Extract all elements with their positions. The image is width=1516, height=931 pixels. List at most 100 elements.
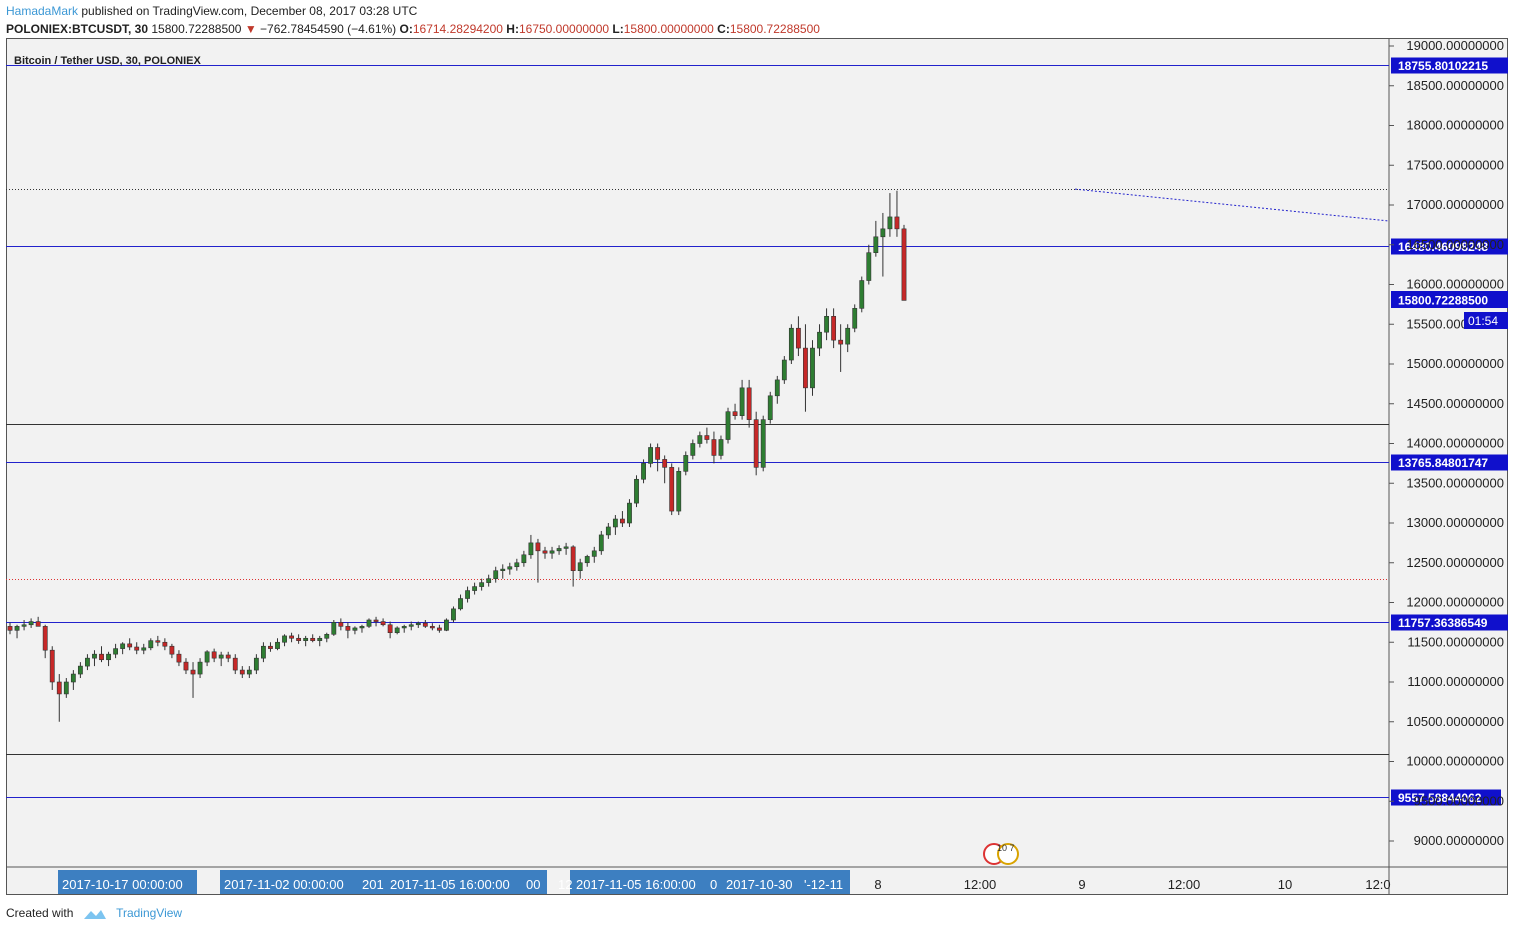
candle: [106, 651, 111, 667]
candle: [225, 651, 231, 663]
tradingview-link[interactable]: TradingView: [116, 906, 183, 920]
symbol-label[interactable]: POLONIEX:BTCUSDT, 30: [6, 22, 149, 36]
candle: [444, 618, 449, 632]
candle: [268, 642, 273, 652]
candle: [42, 624, 48, 659]
candle: [352, 626, 358, 635]
candle: [542, 546, 548, 559]
candle: [521, 550, 527, 567]
candles-group: [7, 190, 907, 722]
candle: [697, 431, 703, 448]
candle: [380, 618, 386, 627]
y-tick-label: 12500.00000000: [1406, 555, 1504, 570]
candle: [493, 566, 499, 583]
candle: [169, 643, 175, 659]
candle: [162, 638, 168, 651]
x-tick-label: 10: [1278, 877, 1292, 892]
candle: [92, 650, 97, 667]
candle: [85, 654, 90, 671]
candle: [7, 622, 13, 635]
candle: [232, 654, 238, 675]
range-label: 00: [526, 877, 540, 892]
candle: [788, 324, 794, 364]
svg-text:9557.58844062: 9557.58844062: [1398, 791, 1482, 805]
candle: [669, 463, 675, 516]
candle: [704, 427, 710, 444]
candle: [176, 650, 182, 667]
y-tick-label: 10000.00000000: [1406, 754, 1504, 769]
candle: [479, 578, 485, 591]
candle: [204, 650, 210, 667]
candle: [845, 324, 851, 353]
candle: [127, 638, 133, 651]
candle: [148, 638, 154, 651]
candle: [289, 632, 294, 643]
candle: [676, 467, 682, 516]
y-tick-label: 19000.00000000: [1406, 38, 1504, 53]
events-flag-icon[interactable]: 10 7: [983, 843, 1019, 865]
candle: [605, 523, 611, 539]
candle: [28, 618, 34, 628]
candle: [366, 618, 372, 628]
range-label: 2017-10-17 00:00:00: [62, 877, 183, 892]
y-tick-label: 15000.00000000: [1406, 356, 1504, 371]
candle: [246, 666, 252, 679]
close-value: 15800.72288500: [729, 22, 820, 36]
candle: [317, 635, 323, 647]
chart-title: Bitcoin / Tether USD, 30, POLONIEX: [14, 55, 201, 67]
candle: [458, 594, 463, 611]
svg-text:16480.46098248: 16480.46098248: [1398, 240, 1488, 254]
candle: [35, 616, 41, 627]
last-price-tag: 15800.72288500: [1391, 291, 1508, 308]
trendline-segment[interactable]: [1074, 188, 1389, 222]
y-tick-label: 16000.00000000: [1406, 277, 1504, 292]
candle: [282, 634, 287, 647]
candle: [49, 646, 55, 690]
down-arrow-icon: ▼: [244, 22, 257, 36]
price-axis[interactable]: 9000.00000000 9500.00000000 10000.00000000…: [1389, 38, 1508, 848]
candle: [514, 558, 520, 571]
high-value: 16750.00000000: [518, 22, 610, 36]
candle: [296, 634, 302, 644]
footer: Created with TradingView: [6, 906, 182, 921]
candle: [507, 562, 513, 575]
candle: [77, 662, 83, 679]
x-tick-label: 8: [874, 877, 881, 892]
candle: [887, 193, 893, 237]
svg-text:01:54: 01:54: [1468, 314, 1498, 328]
range-label: 2017-11-02 00:00:00: [224, 877, 344, 892]
author-link[interactable]: HamadaMark: [6, 4, 79, 18]
candle: [141, 643, 147, 655]
candle: [528, 534, 534, 559]
range-label: 201: [362, 877, 384, 892]
candle: [120, 642, 126, 655]
trendline[interactable]: [1074, 188, 1389, 222]
y-tick-label: 18000.00000000: [1406, 118, 1504, 133]
candle: [190, 662, 196, 698]
candle: [99, 646, 104, 663]
chart-frame[interactable]: [6, 38, 1508, 895]
open-value: 16714.28294200: [412, 22, 503, 36]
candle: [591, 546, 597, 563]
level-tag-3: 11757.36386549: [1391, 614, 1508, 631]
svg-text:11757.36386549: 11757.36386549: [1398, 616, 1488, 630]
time-axis[interactable]: 8 12:00 9 12:00 10 12:0 2017-10-17 00:00:00 201…: [58, 870, 1391, 894]
candle: [824, 308, 829, 341]
y-tick-label: 14500.00000000: [1406, 396, 1504, 411]
x-tick-label: 12:0: [1365, 877, 1390, 892]
candle: [387, 621, 393, 639]
candle: [56, 674, 62, 722]
candle: [303, 635, 309, 647]
level-lines: 18755.80102215 16480.46098248 13765.848017…: [6, 57, 1508, 806]
candle: [873, 220, 879, 257]
candle: [620, 511, 625, 527]
candle: [894, 190, 900, 237]
candle: [732, 403, 738, 420]
candle: [803, 324, 808, 412]
candle: [324, 632, 330, 643]
y-tick-label: 9500.00000000: [1414, 793, 1504, 808]
candle: [753, 411, 759, 476]
candle: [711, 431, 717, 464]
y-tick-label: 17000.00000000: [1406, 197, 1504, 212]
